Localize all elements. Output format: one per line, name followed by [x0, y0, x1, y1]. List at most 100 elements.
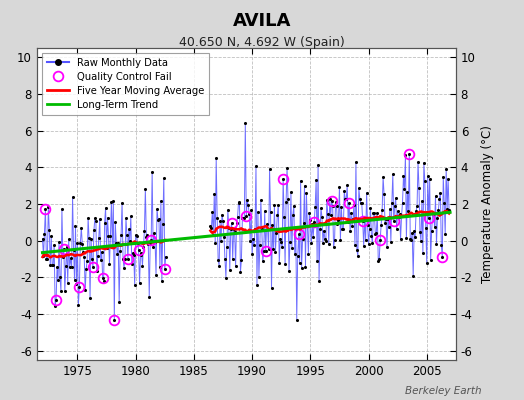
- Point: [156, 264, 164, 270]
- Point: [325, 195, 334, 202]
- Point: [315, 278, 323, 284]
- Point: [414, 159, 422, 165]
- Point: [399, 172, 408, 179]
- Point: [436, 190, 444, 196]
- Point: [125, 226, 133, 233]
- Point: [72, 281, 81, 287]
- Point: [391, 195, 400, 201]
- Point: [313, 258, 321, 264]
- Point: [383, 244, 391, 250]
- Point: [208, 209, 216, 216]
- Point: [374, 257, 383, 264]
- Y-axis label: Temperature Anomaly (°C): Temperature Anomaly (°C): [481, 125, 494, 283]
- Point: [370, 210, 378, 216]
- Point: [227, 220, 236, 226]
- Point: [59, 254, 67, 260]
- Point: [366, 205, 375, 212]
- Point: [67, 255, 75, 261]
- Point: [286, 239, 294, 245]
- Point: [363, 222, 372, 228]
- Point: [55, 239, 63, 245]
- Point: [392, 226, 401, 232]
- Point: [44, 204, 52, 210]
- Point: [441, 231, 450, 237]
- Point: [223, 244, 231, 250]
- Point: [333, 221, 342, 227]
- Point: [242, 213, 250, 220]
- Point: [437, 242, 445, 248]
- Point: [128, 250, 137, 256]
- Point: [252, 162, 260, 169]
- Point: [159, 221, 167, 227]
- Point: [212, 155, 221, 161]
- Point: [127, 260, 136, 267]
- Point: [267, 284, 276, 291]
- Point: [129, 252, 138, 258]
- Point: [310, 219, 319, 226]
- Point: [255, 274, 263, 280]
- Point: [346, 228, 354, 234]
- Point: [332, 203, 341, 209]
- Point: [217, 238, 225, 244]
- Point: [111, 219, 119, 225]
- Point: [88, 256, 96, 262]
- Point: [126, 238, 134, 244]
- Point: [119, 256, 127, 262]
- Point: [135, 280, 144, 286]
- Point: [147, 237, 156, 243]
- Point: [271, 249, 280, 255]
- Point: [359, 243, 368, 250]
- Point: [422, 260, 431, 266]
- Point: [291, 226, 300, 232]
- Point: [51, 303, 59, 309]
- Point: [274, 202, 282, 208]
- Point: [121, 256, 129, 262]
- Point: [335, 184, 344, 190]
- Point: [106, 232, 115, 239]
- Point: [82, 266, 90, 272]
- Point: [105, 261, 114, 268]
- Point: [443, 206, 451, 212]
- Point: [294, 231, 303, 238]
- Point: [396, 211, 404, 218]
- Point: [270, 202, 279, 209]
- Point: [91, 215, 99, 221]
- Point: [299, 220, 308, 226]
- Point: [85, 235, 93, 242]
- Point: [284, 196, 292, 202]
- Point: [160, 266, 169, 272]
- Point: [73, 240, 82, 246]
- Point: [337, 204, 345, 211]
- Point: [148, 168, 156, 175]
- Point: [342, 196, 351, 203]
- Point: [46, 262, 54, 268]
- Point: [78, 241, 86, 247]
- Point: [440, 200, 449, 206]
- Point: [56, 274, 64, 280]
- Point: [142, 234, 150, 240]
- Point: [139, 244, 148, 250]
- Point: [95, 234, 103, 241]
- Point: [287, 189, 295, 195]
- Point: [419, 249, 427, 256]
- Point: [48, 262, 57, 268]
- Point: [247, 207, 255, 214]
- Point: [97, 249, 106, 255]
- Point: [241, 120, 249, 126]
- Point: [221, 256, 229, 262]
- Point: [258, 226, 266, 232]
- Point: [154, 217, 162, 223]
- Point: [410, 228, 418, 234]
- Point: [397, 213, 406, 220]
- Point: [263, 221, 271, 228]
- Point: [303, 223, 312, 229]
- Text: AVILA: AVILA: [233, 12, 291, 30]
- Point: [330, 244, 338, 250]
- Point: [228, 256, 237, 262]
- Point: [130, 282, 139, 288]
- Point: [371, 231, 379, 237]
- Point: [94, 253, 102, 259]
- Point: [52, 297, 60, 304]
- Point: [157, 198, 165, 204]
- Point: [329, 203, 337, 209]
